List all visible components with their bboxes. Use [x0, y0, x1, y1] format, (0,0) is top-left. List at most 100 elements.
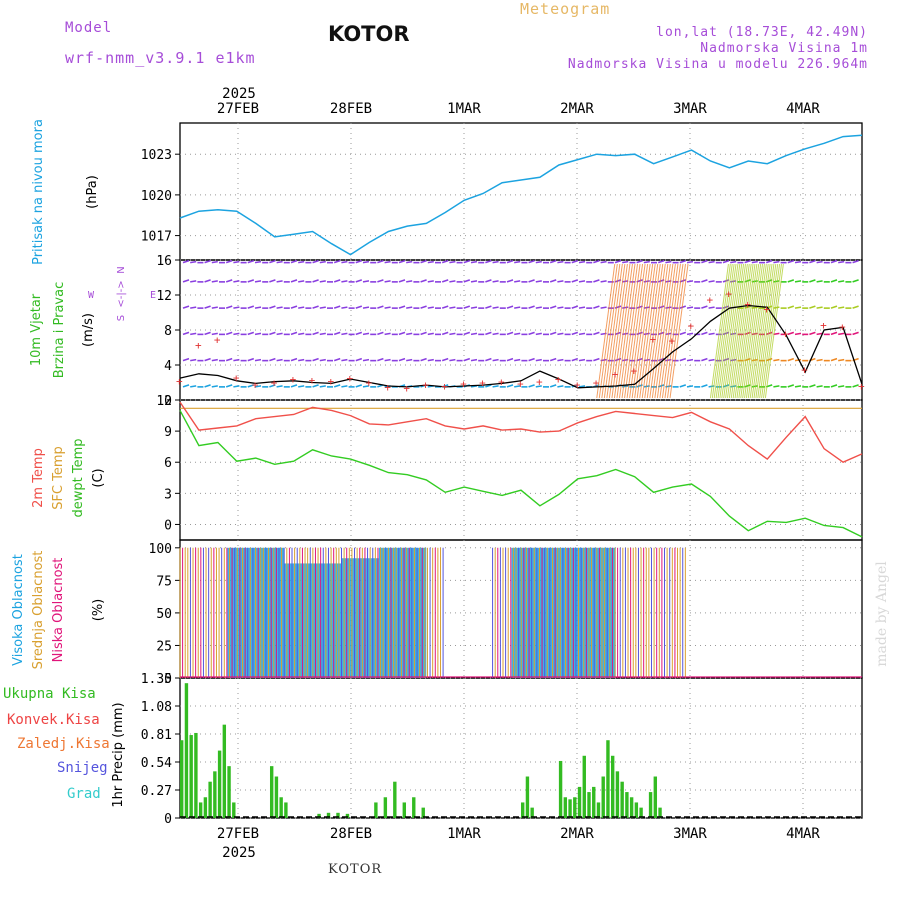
- y-tick-label: 16: [156, 254, 172, 269]
- wind-barb: [269, 357, 276, 362]
- wind-barb: [751, 385, 758, 388]
- wind-barb: [528, 305, 535, 309]
- wind-barb: [341, 332, 348, 336]
- wind-barb: [679, 331, 687, 336]
- y-tick-label: 75: [156, 574, 172, 589]
- compass-east: E: [150, 290, 156, 301]
- wind-barb: [622, 306, 629, 309]
- wind-hatch: [613, 263, 633, 399]
- wind-hatch: [629, 263, 649, 399]
- wind-barb: [571, 357, 579, 362]
- wind-barb: [190, 260, 197, 264]
- wind-hatch: [726, 263, 746, 399]
- wind-barb: [578, 260, 586, 264]
- wind-barb: [722, 357, 730, 362]
- wind-barb: [398, 305, 406, 309]
- wind-barb: [686, 280, 694, 283]
- wind-barb: [708, 332, 715, 336]
- wind-barb: [355, 331, 363, 336]
- wind-barb: [722, 331, 730, 336]
- wind-title: 10m Vjetar: [29, 293, 44, 366]
- wind-barb: [254, 280, 262, 283]
- wind-barb: [492, 385, 499, 388]
- wind-barb: [765, 259, 773, 264]
- wind-barb: [449, 332, 456, 336]
- y-tick-label: 8: [164, 324, 172, 339]
- y-tick-label: 0.27: [141, 784, 172, 799]
- gust-marker: +: [384, 381, 391, 394]
- y-tick-label: 0: [164, 812, 172, 827]
- wind-hatch: [669, 263, 689, 399]
- wind-barb: [341, 385, 348, 388]
- gust-marker: +: [214, 334, 221, 347]
- wind-barb: [549, 259, 557, 264]
- wind-barb: [549, 357, 557, 362]
- wind-subtitle: Brzina i Pravac: [52, 282, 67, 379]
- wind-barb: [816, 306, 823, 309]
- wind-barb: [535, 332, 542, 336]
- wind-barb: [298, 280, 305, 283]
- wind-hatch: [711, 263, 731, 399]
- wind-barb: [290, 384, 298, 388]
- wind-barb: [485, 279, 492, 283]
- wind-barb: [290, 279, 298, 283]
- wind-barb: [852, 259, 859, 264]
- wind-barb: [333, 357, 341, 362]
- precip-bar: [222, 724, 227, 818]
- wind-barb: [787, 357, 795, 362]
- wind-barb: [528, 331, 535, 336]
- gust-marker: +: [612, 368, 619, 381]
- wind-barb: [233, 358, 240, 362]
- precip-bar: [203, 797, 208, 818]
- wind-barb: [225, 357, 233, 362]
- wind-barb: [441, 259, 449, 264]
- wind-barb: [528, 384, 535, 388]
- gust-marker: +: [725, 287, 732, 300]
- wind-hatch: [598, 263, 618, 399]
- wind-hatch: [646, 263, 666, 399]
- wind-barb: [701, 384, 708, 388]
- gust-marker: +: [650, 333, 657, 346]
- gust-marker: +: [422, 378, 429, 391]
- wind-barb: [514, 332, 521, 336]
- wind-barb: [182, 259, 190, 264]
- wind-barb: [816, 260, 823, 264]
- dewpoint-line: [179, 410, 863, 538]
- wind-barb: [730, 332, 737, 336]
- wind-barb: [571, 259, 579, 264]
- wind-barb: [377, 279, 384, 283]
- station-title: KOTOR: [328, 22, 410, 46]
- wind-barb: [643, 280, 650, 283]
- wind-barb: [578, 358, 586, 362]
- wind-barb: [751, 260, 758, 264]
- gust-marker: +: [555, 373, 562, 386]
- precip-bar: [284, 802, 288, 818]
- wind-barb: [470, 332, 478, 336]
- wind-barb: [182, 305, 190, 309]
- precip-bar: [573, 797, 577, 818]
- wind-barb: [362, 260, 370, 264]
- cloud-high-fill: [378, 547, 427, 678]
- wind-barb: [593, 357, 600, 362]
- precip-bar: [577, 786, 582, 818]
- gust-marker: +: [801, 363, 808, 376]
- wind-barb: [701, 331, 708, 336]
- precip-bar: [336, 812, 340, 818]
- precip-bar: [610, 755, 615, 818]
- wind-barb: [204, 331, 211, 336]
- wind-barb: [233, 260, 240, 264]
- legend-total-rain: Ukupna Kisa: [3, 686, 96, 702]
- precip-bar: [634, 802, 639, 818]
- gust-marker: +: [763, 303, 770, 316]
- panel-frame-pressure: [179, 122, 863, 261]
- wind-hatch: [644, 263, 664, 399]
- compass-arrows: <-|->: [116, 280, 127, 307]
- precip-bar: [658, 807, 662, 818]
- wind-barb: [441, 331, 449, 336]
- wind-barb: [182, 357, 190, 362]
- wind-barb: [470, 358, 478, 362]
- precip-bar: [568, 799, 572, 818]
- wind-barb: [686, 306, 694, 309]
- wind-barb: [225, 259, 233, 264]
- wind-barb: [341, 280, 348, 283]
